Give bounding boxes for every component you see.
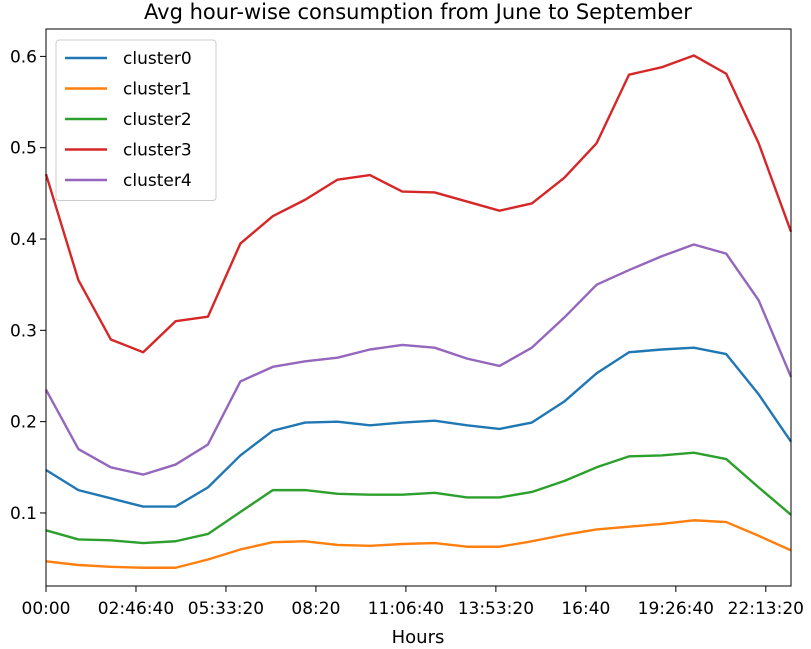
legend-label-cluster4: cluster4 [123, 171, 192, 191]
plot-frame [45, 28, 792, 587]
legend-label-cluster1: cluster1 [123, 80, 192, 100]
y-tick-label: 0.1 [10, 504, 37, 524]
legend-label-cluster3: cluster3 [123, 141, 192, 161]
series-line-cluster0 [45, 346, 792, 508]
series-line-cluster4 [44, 243, 793, 476]
x-tick-label: 05:33:20 [188, 599, 264, 619]
series-line-cluster2 [45, 451, 792, 545]
legend-label-cluster0: cluster0 [123, 49, 192, 69]
chart-title: Avg hour-wise consumption from June to S… [144, 0, 692, 24]
series-line-cluster1 [45, 519, 792, 569]
legend-box [55, 39, 217, 201]
legend: cluster0 cluster1 cluster2 cluster3 cluster4 [55, 39, 217, 201]
x-axis-label: Hours [392, 627, 445, 645]
legend-label-cluster2: cluster2 [123, 110, 192, 130]
series-line-cluster3 [44, 54, 793, 354]
series-layer [44, 54, 793, 569]
x-tick-label: 16:40 [561, 599, 610, 619]
x-tick-label: 11:06:40 [368, 599, 444, 619]
y-tick-label: 0.5 [10, 139, 37, 159]
x-tick-label: 08:20 [291, 599, 340, 619]
y-tick-label: 0.4 [10, 230, 37, 250]
x-tick-label: 13:53:20 [458, 599, 534, 619]
x-tick-label: 19:26:40 [638, 599, 714, 619]
x-tick-label: 00:00 [22, 599, 71, 619]
y-tick-label: 0.3 [10, 321, 37, 341]
axes-layer: 0.1 0.2 0.3 0.4 0.5 0.6 00:00 02:46:40 05:33:20 0… [10, 28, 804, 619]
x-tick-label: 22:13:20 [728, 599, 804, 619]
x-tick-label: 02:46:40 [98, 599, 174, 619]
y-tick-label: 0.6 [10, 47, 37, 67]
y-tick-label: 0.2 [10, 413, 37, 433]
